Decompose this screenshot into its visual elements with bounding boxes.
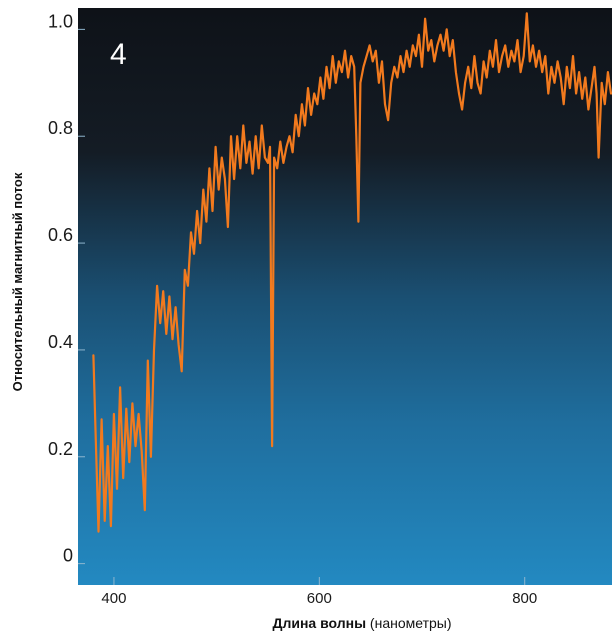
y-tick-label: 0 <box>63 546 73 566</box>
series-layer <box>92 12 612 533</box>
x-tick-label: 400 <box>101 590 126 607</box>
x-tick-label: 800 <box>512 590 537 607</box>
y-tick-label: 0.6 <box>48 225 73 245</box>
y-tick-label: 1.0 <box>48 11 73 31</box>
plot-background <box>78 8 612 585</box>
panel-label: 4 <box>110 38 127 71</box>
y-tick-label: 0.8 <box>48 118 73 138</box>
x-axis-label: Длина волны (нанометры) <box>272 615 451 631</box>
spectrum-series-line <box>92 12 612 533</box>
x-axis-label-units: (нанометры) <box>366 615 451 631</box>
y-tick-label: 0.4 <box>48 332 73 352</box>
x-axis-label-main: Длина волны <box>272 615 366 631</box>
x-tick-label: 600 <box>307 590 332 607</box>
x-axis: 400 600 800 <box>101 577 537 607</box>
y-axis-label: Относительный магнитный поток <box>10 172 25 391</box>
y-axis: 0 0.2 0.4 0.6 0.8 1.0 <box>48 11 85 566</box>
y-tick-label: 0.2 <box>48 439 73 459</box>
